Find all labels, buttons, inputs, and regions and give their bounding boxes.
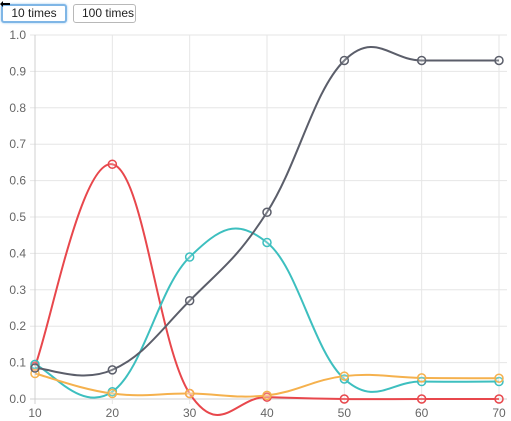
series-line-3 [34, 46, 499, 377]
series-1-point-4 [339, 374, 350, 384]
series-2-point-6 [494, 373, 504, 384]
x-tick-label: 20 [106, 406, 120, 420]
x-tick-label: 50 [338, 406, 352, 420]
series-1-point-2 [184, 252, 195, 262]
series-2-point-1 [107, 388, 118, 399]
y-tick-label: 0.4 [9, 246, 26, 260]
y-tick-label: 0.6 [9, 174, 26, 188]
series-3-point-2 [184, 295, 195, 306]
x-axis-ticks: 10 20 30 40 50 60 70 [28, 406, 506, 420]
grid [30, 34, 507, 404]
y-tick-label: 0.9 [9, 64, 26, 78]
series-0-point-4 [339, 394, 350, 404]
y-tick-label: 0.1 [9, 356, 26, 370]
series-1-point-3 [262, 237, 272, 248]
y-tick-label: 0.3 [9, 283, 26, 297]
series-2-point-4 [339, 371, 350, 381]
series-0-point-6 [494, 394, 504, 404]
x-tick-label: 40 [260, 406, 274, 420]
y-tick-label: 0.2 [9, 319, 26, 333]
y-axis-ticks: 0.0 0.1 0.2 0.3 0.4 0.5 0.6 0.7 0.8 0.9 1.0 [9, 28, 26, 406]
series-3-point-3 [262, 207, 272, 218]
series-3-point-1 [107, 365, 118, 375]
y-tick-label: 1.0 [9, 28, 26, 42]
y-tick-label: 0.8 [9, 101, 26, 115]
series-line-1 [34, 227, 500, 399]
x-tick-label: 70 [492, 406, 506, 420]
series-0-point-1 [107, 159, 118, 169]
mouse-cursor-icon [0, 1, 10, 7]
y-tick-label: 0.7 [9, 137, 26, 151]
series-2-point-3 [262, 390, 272, 401]
series-lines [34, 46, 500, 416]
x-tick-label: 10 [28, 406, 42, 420]
ten-times-button[interactable]: 10 times [1, 4, 67, 23]
series-line-0 [34, 163, 499, 416]
x-tick-label: 60 [415, 406, 429, 420]
series-points [30, 55, 504, 404]
series-2-point-2 [184, 388, 195, 399]
series-3-point-6 [494, 55, 504, 66]
series-3-point-5 [416, 55, 427, 66]
toolbar: 10 times 100 times [0, 0, 511, 28]
series-3-point-4 [339, 55, 350, 66]
y-tick-label: 0.5 [9, 210, 26, 224]
series-2-point-5 [416, 373, 427, 383]
series-3-point-0 [30, 363, 40, 373]
x-tick-label: 30 [183, 406, 197, 420]
y-tick-label: 0.0 [9, 392, 26, 406]
series-0-point-5 [416, 394, 427, 404]
hundred-times-button[interactable]: 100 times [73, 4, 136, 23]
